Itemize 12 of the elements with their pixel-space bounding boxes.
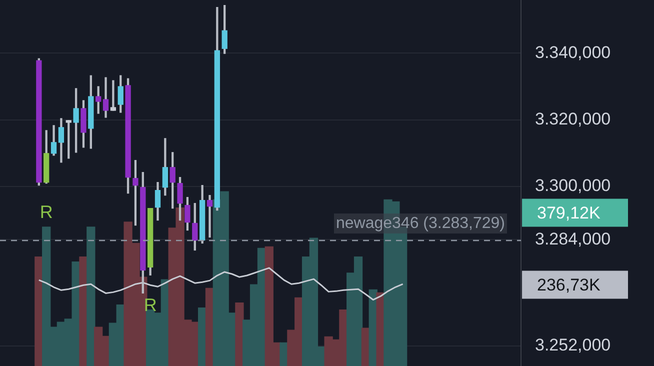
annotation: R: [144, 295, 157, 316]
y-tick-label: 3.252,000: [535, 336, 611, 355]
y-tick-label: 3.300,000: [535, 176, 611, 196]
annotation: R: [40, 202, 53, 222]
y-tick-label: 3.320,000: [535, 109, 611, 128]
y-tick-label: 3.340,000: [535, 42, 611, 62]
ref-line-label: newage346 (3.283,729): [336, 214, 505, 232]
candlestick: [206, 194, 213, 238]
y2-tick-label: 236,73K: [537, 275, 601, 294]
y2-tick-label: 379,12K: [537, 203, 601, 222]
y-tick-label: 3.284,000: [535, 229, 611, 248]
candlestick: [110, 80, 116, 111]
